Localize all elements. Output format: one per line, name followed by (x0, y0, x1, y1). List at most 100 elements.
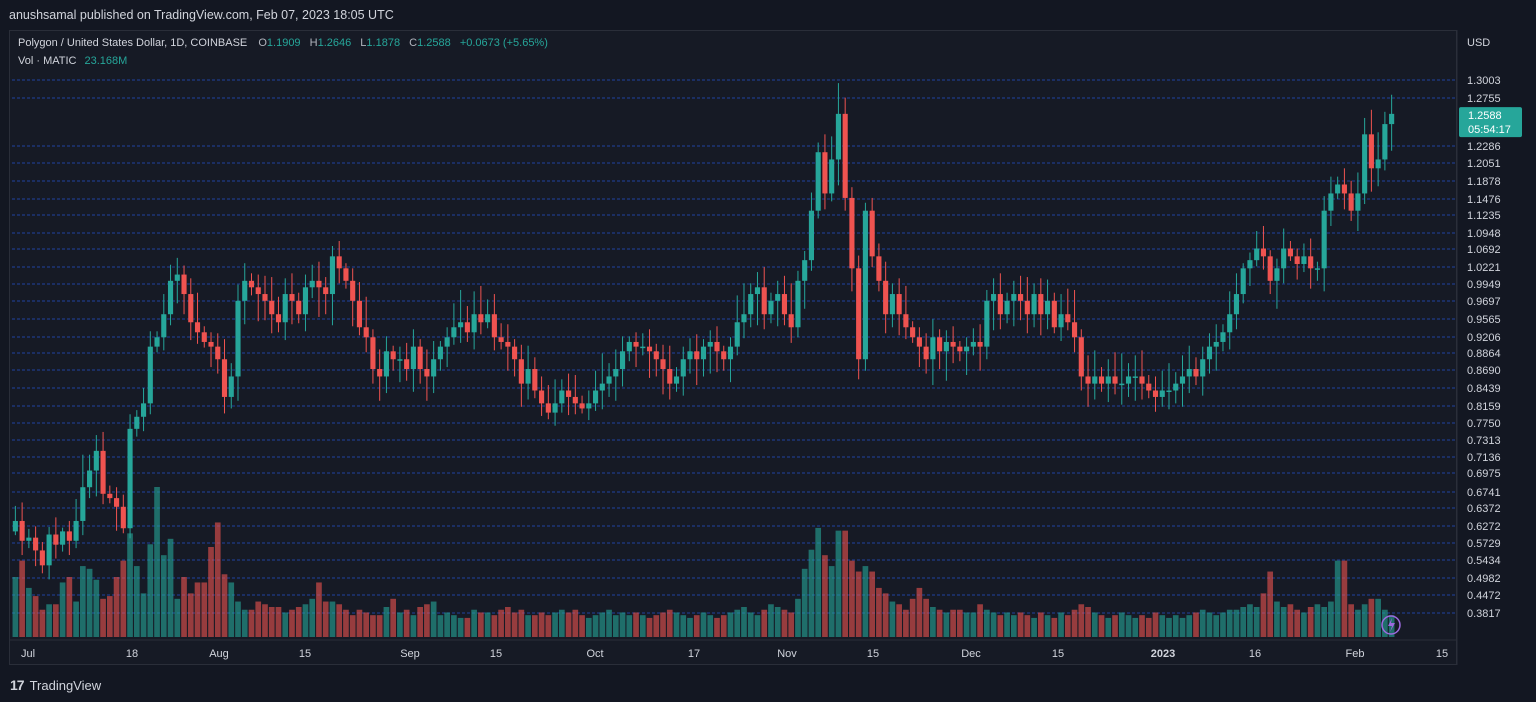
volume-bar (1274, 601, 1280, 637)
candle-body (1038, 294, 1044, 315)
candle-body (1044, 300, 1051, 315)
candle-body (174, 274, 180, 281)
candle-body (201, 332, 207, 342)
candle-body (1166, 390, 1172, 393)
volume-bar (538, 612, 545, 637)
candle-body (626, 341, 632, 352)
tradingview-logo[interactable]: 17 TradingView (10, 677, 101, 693)
time-tick-label: Sep (400, 648, 420, 660)
candle-body (815, 152, 821, 211)
volume-bar (363, 612, 370, 637)
volume-bar (977, 604, 983, 637)
volume-bar (1179, 617, 1186, 637)
volume-bar (181, 577, 187, 637)
volume-bar (1307, 607, 1314, 637)
candle-body (1065, 314, 1071, 323)
price-tick-label: 0.7313 (1467, 435, 1501, 447)
volume-bar (822, 555, 828, 637)
candle-body (248, 280, 255, 288)
volume-value: 23.168M (84, 55, 128, 67)
candle-body (613, 369, 619, 377)
volume-bar (916, 587, 923, 637)
candle-body (316, 280, 322, 288)
volume-bar (889, 601, 896, 637)
volume-bar (1044, 615, 1051, 637)
volume-bar (1334, 560, 1341, 637)
volume-bar (1031, 617, 1037, 637)
volume-bar (626, 615, 633, 637)
candle-body (768, 300, 774, 315)
time-tick-label: 2023 (1151, 648, 1175, 660)
volume-bar (410, 615, 417, 637)
candle-body (505, 341, 511, 347)
volume-bar (46, 604, 52, 637)
price-tick-label: 0.9206 (1467, 332, 1501, 344)
volume-bar (984, 609, 990, 637)
price-tick-label: 0.7136 (1467, 452, 1501, 464)
candle-body (397, 359, 403, 361)
candle-body (127, 428, 133, 529)
candle-body (640, 346, 646, 349)
volume-bar (1382, 609, 1388, 637)
candle-body (795, 280, 801, 328)
candle-body (700, 346, 707, 360)
volume-bar (383, 607, 390, 637)
volume-bar (768, 604, 774, 637)
candle-body (775, 294, 781, 301)
low-value: 1.1878 (366, 37, 401, 49)
price-tick-label: 0.9949 (1467, 279, 1501, 291)
candle-body (1018, 294, 1024, 301)
volume-bar (747, 612, 754, 637)
volume-bar (248, 609, 255, 637)
candle-body (721, 351, 727, 360)
volume-bar (1132, 617, 1139, 637)
time-tick-label: 15 (1436, 648, 1448, 660)
candle-body (1173, 383, 1179, 391)
lightning-bolt (1388, 618, 1395, 632)
candle-body (1125, 376, 1132, 384)
candle-body (842, 113, 848, 198)
candle-body (1092, 376, 1098, 384)
volume-bar (653, 615, 660, 637)
volume-bar (815, 527, 822, 637)
candle-body (262, 294, 268, 301)
volume-bar (572, 609, 579, 637)
candle-body (808, 210, 815, 261)
volume-bar (26, 587, 32, 637)
candle-body (930, 337, 936, 360)
candle-body (957, 346, 963, 352)
candle-body (1058, 314, 1064, 328)
volume-legend: Vol · MATIC 23.168M (18, 55, 133, 67)
candle-body (849, 197, 855, 269)
candle-body (478, 314, 484, 323)
candle-body (1004, 300, 1010, 315)
candle-body (977, 341, 983, 347)
ohlc-legend: Polygon / United States Dollar, 1D, COIN… (18, 37, 554, 49)
volume-bar (39, 609, 46, 637)
volume-bar (1159, 615, 1166, 637)
volume-bar (1280, 607, 1287, 637)
candle-body (363, 327, 369, 338)
volume-bar (646, 617, 653, 637)
volume-bar (1388, 615, 1395, 637)
volume-bar (1058, 612, 1064, 637)
candle-body (161, 314, 167, 338)
candle-body (694, 351, 700, 360)
candle-body (114, 498, 120, 507)
volume-bar (957, 609, 963, 637)
time-tick-label: Feb (1346, 648, 1365, 660)
volume-bar (801, 568, 808, 637)
candle-body (950, 341, 956, 347)
volume-bar (370, 615, 376, 637)
candle-body (1031, 294, 1037, 315)
candle-body (73, 520, 79, 541)
volume-bar (1037, 612, 1044, 637)
volume-bar (1368, 598, 1375, 637)
candle-body (154, 337, 160, 347)
candle-body (356, 300, 363, 328)
price-tick-label: 0.8159 (1467, 401, 1501, 413)
volume-bar (1226, 609, 1233, 637)
candle-body (964, 346, 970, 352)
